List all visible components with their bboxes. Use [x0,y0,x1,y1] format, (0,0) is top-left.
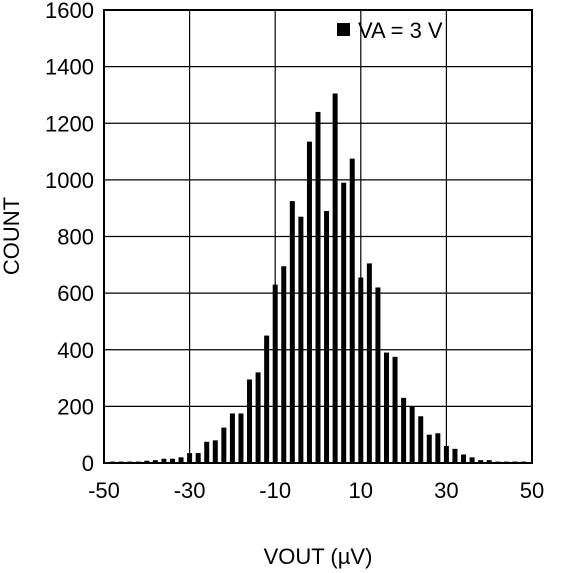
histogram-bar [161,458,167,463]
x-axis-ticks: -50 -30 -10 10 30 50 [88,478,544,503]
histogram-bar [247,379,253,463]
histogram-bar [204,441,210,463]
histogram-bar [187,453,193,463]
histogram-bar [315,111,321,464]
y-tick-label: 800 [57,225,94,250]
histogram-bar [383,352,389,463]
x-axis-title: VOUT (µV) [264,544,373,569]
histogram-bar [341,182,347,463]
y-tick-label: 1200 [45,111,94,136]
legend-label: VA = 3 V [358,18,443,43]
x-tick-label: -10 [259,478,291,503]
histogram-bar [418,416,424,463]
histogram-bar [401,397,407,463]
histogram-bar [281,266,287,463]
y-tick-label: 400 [57,338,94,363]
legend-swatch [337,23,350,36]
histogram-bars [110,93,526,464]
legend: VA = 3 V [337,18,443,43]
y-tick-label: 1000 [45,168,94,193]
histogram-bar [264,335,270,463]
histogram-bar [195,453,201,463]
histogram-bar [461,454,467,463]
histogram-bar [221,427,227,463]
histogram-bar [358,277,364,463]
histogram-bar [435,433,441,463]
y-tick-label: 1600 [45,0,94,23]
y-axis-ticks: 0 200 400 600 800 1000 1200 1400 1600 [45,0,94,476]
histogram-bar [426,434,432,463]
histogram-bar [443,446,449,463]
x-tick-label: 50 [520,478,544,503]
histogram-bar [469,457,475,463]
histogram-bar [306,141,312,463]
histogram-bar [332,93,338,464]
y-tick-label: 600 [57,281,94,306]
histogram-bar [272,284,278,463]
histogram-bar [409,406,415,464]
histogram-bar [349,158,355,463]
histogram-bar [152,460,158,463]
histogram-bar [178,457,184,463]
histogram-bar [375,287,381,463]
histogram-bar [366,263,372,463]
plot-frame [103,9,533,464]
histogram-bar [452,448,458,463]
x-tick-label: 10 [349,478,373,503]
x-tick-label: -50 [88,478,120,503]
histogram-bar [478,460,484,463]
y-tick-label: 0 [82,451,94,476]
histogram-bar [289,201,295,464]
y-tick-label: 1400 [45,55,94,80]
histogram-bar [486,460,492,463]
histogram-bar [392,356,398,463]
x-tick-label: -30 [174,478,206,503]
histogram-bar [255,372,261,463]
histogram-bar [169,458,175,463]
histogram-bar [144,460,150,463]
histogram-bar [229,413,235,463]
histogram-bar [298,216,304,463]
histogram-bar [212,440,218,463]
histogram-bar [238,413,244,463]
histogram-bar [324,211,330,463]
y-axis-title: COUNT [0,197,24,275]
y-tick-label: 200 [57,394,94,419]
x-tick-label: 30 [434,478,458,503]
